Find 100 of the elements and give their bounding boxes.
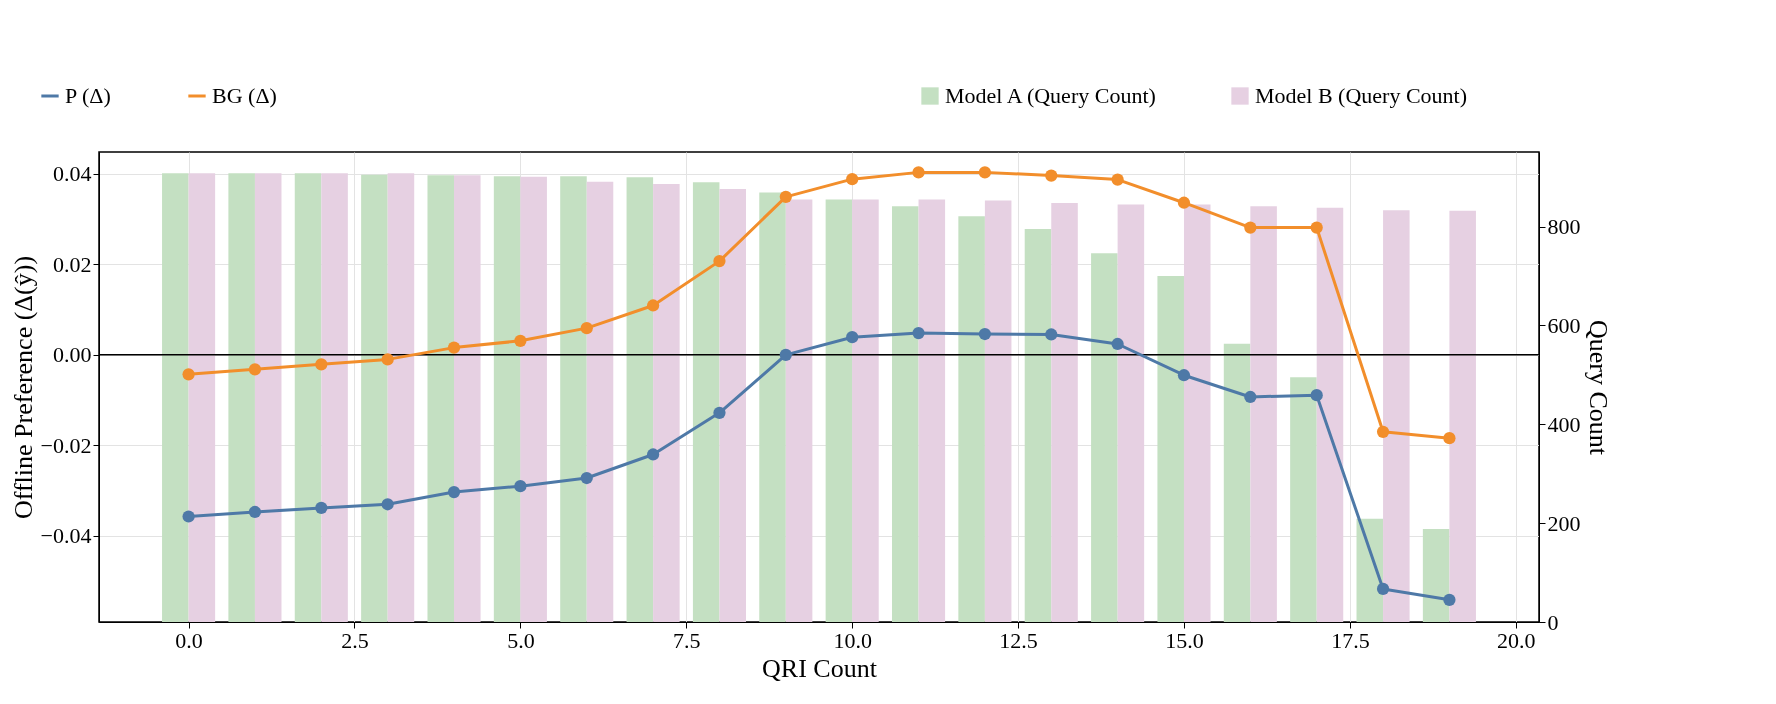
point (248, 363, 262, 376)
bar (361, 174, 388, 622)
bar (1157, 276, 1184, 622)
point (978, 327, 992, 341)
x-tick-label: 17.5 (1331, 627, 1370, 653)
x-tick-label: 12.5 (999, 627, 1038, 653)
bar (586, 181, 614, 622)
x-tick-label: 5.0 (507, 627, 535, 653)
x-tick-label: 15.0 (1165, 627, 1204, 653)
point (1111, 173, 1124, 186)
point (1443, 432, 1456, 445)
bar (719, 189, 746, 622)
point (580, 322, 593, 335)
point (315, 501, 328, 515)
bar (1091, 253, 1118, 622)
point (514, 480, 527, 493)
bar (454, 175, 481, 622)
point (1045, 169, 1058, 182)
point (1177, 196, 1191, 209)
legend-label: Model A (Query Count) (945, 83, 1156, 108)
x-tick-label: 10.0 (833, 627, 872, 653)
bar (1250, 206, 1277, 622)
point (1045, 328, 1058, 341)
point (315, 358, 328, 371)
bar (427, 175, 455, 622)
point (1111, 337, 1124, 351)
bar (188, 173, 216, 622)
y-tick-label: 0.02 (53, 251, 92, 277)
bar (520, 176, 547, 622)
bar (1422, 529, 1450, 622)
bar (1051, 202, 1078, 622)
bar (825, 199, 853, 622)
bar (1290, 377, 1317, 622)
bar (162, 173, 189, 622)
y2-tick-label: 600 (1547, 312, 1581, 338)
point (713, 255, 726, 268)
bar (1449, 210, 1476, 622)
point (912, 327, 925, 340)
bar (918, 199, 946, 622)
point (846, 173, 859, 186)
point (1244, 390, 1257, 404)
bar (692, 182, 720, 622)
bar (984, 200, 1012, 622)
bar (560, 176, 587, 622)
point (182, 368, 195, 381)
y2-tick-label: 0 (1547, 609, 1559, 635)
bar (321, 173, 348, 622)
y2-axis-title: Query Count (1583, 319, 1613, 456)
bar (493, 176, 521, 622)
point (978, 166, 992, 179)
point (646, 448, 660, 461)
point (182, 510, 195, 523)
bar (785, 199, 813, 622)
point (1177, 369, 1191, 382)
point (381, 353, 394, 366)
point (1376, 582, 1390, 596)
point (1310, 389, 1323, 402)
y2-tick-label: 400 (1547, 411, 1581, 437)
point (779, 190, 792, 203)
point (1310, 221, 1323, 234)
point (846, 331, 859, 344)
legend-label: Model B (Query Count) (1255, 83, 1468, 108)
bar (852, 199, 879, 622)
y-axis-title: Offline Preference (Δ(ŷ)) (8, 255, 38, 520)
point (1244, 221, 1257, 234)
bar (294, 173, 322, 622)
bar (1383, 210, 1410, 622)
legend-label: P (Δ) (65, 83, 111, 108)
point (381, 498, 394, 511)
point (447, 341, 461, 354)
point (447, 485, 461, 499)
y-tick-label: 0.00 (53, 342, 92, 368)
point (248, 505, 262, 519)
bar (892, 206, 919, 622)
point (779, 348, 792, 361)
point (646, 299, 660, 312)
bar (1183, 204, 1211, 622)
bar (626, 177, 654, 622)
bar (958, 216, 985, 622)
bar (1024, 229, 1052, 622)
y-tick-label: −0.02 (40, 432, 92, 458)
point (580, 471, 593, 485)
point (713, 406, 726, 419)
bar (1117, 204, 1145, 622)
bar (759, 192, 786, 622)
y-tick-label: 0.04 (53, 161, 92, 187)
bar (387, 173, 415, 622)
bar (254, 173, 282, 622)
point (514, 334, 527, 347)
x-tick-label: 20.0 (1497, 627, 1536, 653)
bar (228, 173, 255, 622)
x-tick-label: 2.5 (341, 627, 369, 653)
bar (653, 184, 680, 622)
point (1443, 593, 1456, 606)
y-tick-label: −0.04 (40, 523, 92, 549)
point (1376, 425, 1390, 438)
y2-tick-label: 200 (1547, 510, 1581, 536)
y2-tick-label: 800 (1547, 214, 1581, 240)
x-tick-label: 7.5 (673, 627, 701, 653)
point (912, 166, 925, 179)
